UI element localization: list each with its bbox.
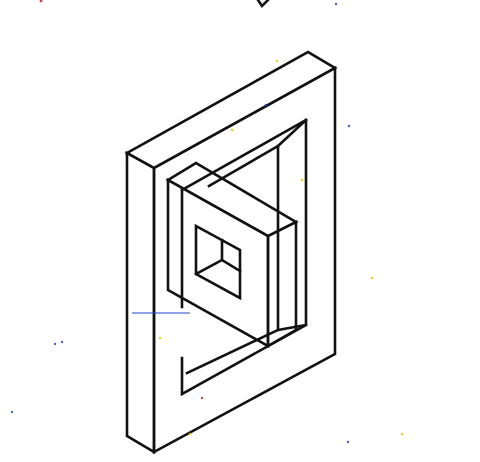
top-edge-mark bbox=[256, 0, 270, 9]
opening-outer-edge bbox=[180, 118, 308, 397]
speck bbox=[39, 0, 43, 3]
frame-top-face bbox=[124, 50, 338, 170]
speck bbox=[158, 336, 162, 340]
speck bbox=[264, 103, 268, 107]
speck bbox=[10, 410, 14, 414]
speck bbox=[188, 432, 192, 436]
speck bbox=[347, 124, 351, 128]
ring-hole-depth bbox=[194, 258, 242, 276]
opening-inner-top bbox=[207, 144, 280, 188]
speck bbox=[60, 340, 64, 344]
opening-inner-bottom bbox=[185, 323, 308, 375]
speck bbox=[275, 59, 279, 63]
speck bbox=[300, 178, 304, 182]
speck bbox=[53, 342, 57, 346]
speck bbox=[334, 2, 338, 6]
speck bbox=[230, 128, 234, 132]
outer-frame bbox=[124, 50, 338, 455]
speck bbox=[346, 440, 350, 444]
frame-left-face bbox=[125, 150, 156, 455]
speck bbox=[400, 432, 404, 436]
frame-opening bbox=[180, 118, 308, 397]
ring-right-face bbox=[266, 219, 298, 349]
speck bbox=[370, 276, 374, 280]
opening-top-edge bbox=[180, 118, 308, 192]
opening-corner-top bbox=[276, 118, 308, 148]
ring-hole-outline bbox=[194, 223, 242, 301]
scan-specks bbox=[10, 0, 404, 444]
speck bbox=[200, 396, 204, 400]
square-ring-block bbox=[165, 161, 299, 349]
